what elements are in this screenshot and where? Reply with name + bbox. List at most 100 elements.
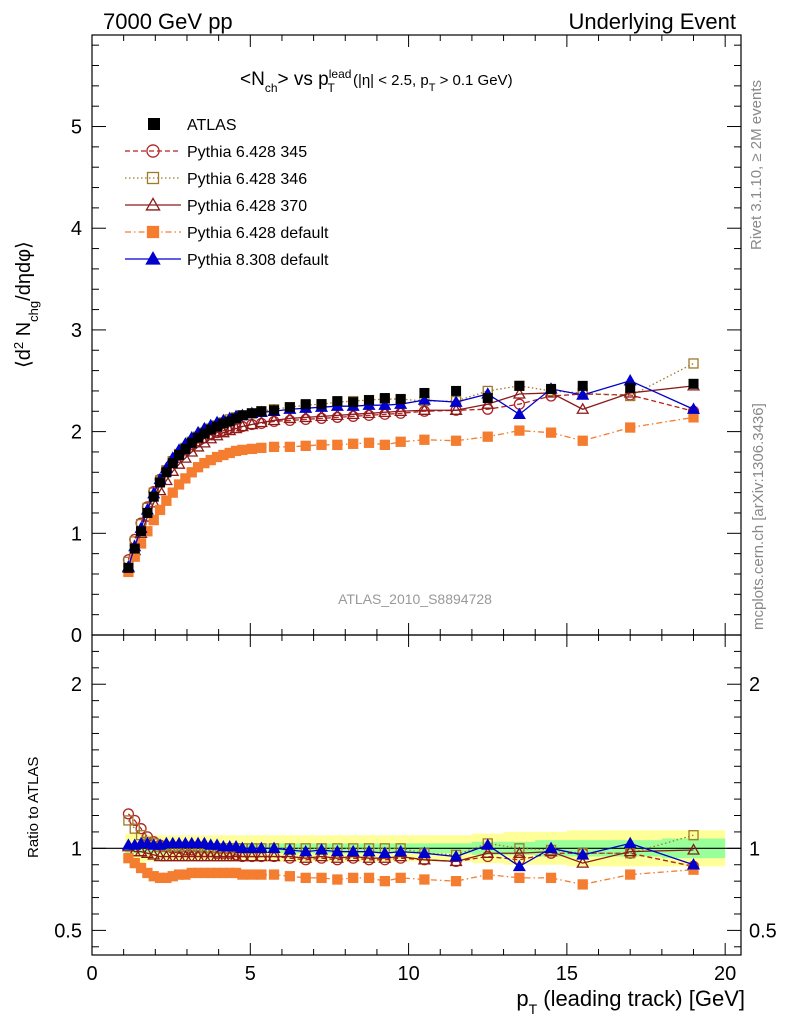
y-axis-label-main: ⟨d2 Nchg/dηdφ⟩ [11, 241, 41, 368]
x-tick-label: 20 [714, 963, 736, 985]
ratio-point [185, 849, 199, 862]
atlas-point [269, 405, 280, 416]
legend-label: Pythia 8.308 default [187, 252, 329, 269]
header-left: 7000 GeV pp [103, 9, 233, 34]
series-point [161, 495, 172, 506]
ratio-point [450, 876, 462, 887]
series-point [417, 393, 431, 405]
legend-entry: Pythia 6.428 346 [125, 171, 307, 188]
atlas-point [546, 383, 557, 394]
legend-entry: Pythia 6.428 370 [125, 197, 307, 215]
atlas-point [193, 432, 204, 443]
ratio-point [332, 874, 343, 885]
atlas-point [348, 397, 359, 408]
ratio-panel: 0 5 10 15 200.5 0.51 12 2 [54, 35, 777, 985]
atlas-point [224, 416, 235, 427]
ratio-point [299, 844, 313, 857]
ratio-point [216, 849, 230, 862]
atlas-point [218, 418, 229, 429]
ratio-point [417, 846, 431, 858]
series-point [577, 435, 588, 446]
y-tick-label: 4 [71, 218, 82, 240]
ratio-point [315, 843, 329, 855]
legend-label: Pythia 6.428 default [187, 225, 329, 242]
atlas-point [316, 399, 327, 410]
series-point [284, 441, 296, 453]
ratio-point [576, 856, 590, 868]
series-point [346, 407, 360, 420]
atlas-point [123, 562, 134, 573]
ratio-point [283, 843, 297, 855]
ratio-point [159, 849, 173, 862]
atlas-point [246, 408, 257, 419]
ratio-point [514, 872, 525, 884]
ratio-point [299, 851, 313, 863]
series-point [148, 514, 159, 526]
y-axis-label-ratio: Ratio to ATLAS [25, 757, 42, 858]
series-point [167, 487, 178, 498]
atlas-point [379, 393, 390, 404]
series-line-4 [127, 380, 694, 568]
ratio-point [394, 844, 408, 857]
atlas-point [514, 380, 525, 391]
series-line-3 [127, 416, 694, 573]
ratio-y-tick-label-right: 2 [749, 674, 760, 696]
ratio-point [166, 849, 180, 862]
legend-marker [148, 118, 160, 130]
series-point [394, 404, 408, 416]
ratio-point [204, 849, 218, 862]
atlas-point [167, 458, 178, 469]
series-line-2 [127, 385, 694, 569]
ratio-point [128, 844, 142, 857]
ratio-point [348, 872, 359, 884]
series-point [576, 388, 590, 400]
ratio-point [122, 808, 135, 820]
series-point [237, 444, 248, 456]
ratio-point [237, 869, 248, 880]
series-point [246, 443, 258, 455]
atlas-point [482, 393, 493, 404]
atlas-point [161, 467, 172, 478]
series-point [512, 387, 526, 399]
ratio-point [330, 844, 344, 857]
ratio-point [254, 849, 268, 862]
legend-label: ATLAS [187, 117, 237, 134]
ratio-point [346, 844, 360, 857]
atlas-point [419, 387, 430, 398]
legend-label: Pythia 6.428 346 [187, 171, 307, 188]
series-point [688, 358, 699, 369]
series-point [418, 405, 431, 417]
atlas-point [284, 402, 295, 413]
atlas-point [155, 477, 166, 488]
atlas-point [186, 437, 197, 448]
ratio-point [481, 838, 495, 850]
series-point [210, 428, 224, 441]
series-point [419, 434, 430, 445]
series-point [330, 408, 344, 421]
series-point [245, 417, 259, 430]
series-point [378, 398, 392, 410]
x-axis-label: pT (leading track) [GeV] [516, 986, 745, 1017]
atlas-point [451, 385, 462, 396]
series-point [180, 473, 191, 484]
atlas-point [129, 543, 140, 554]
atlas-point [231, 413, 242, 424]
series-point [173, 479, 185, 490]
ratio-point [625, 869, 636, 880]
series-point [256, 442, 267, 454]
ratio-y-tick-label-right: 0.5 [749, 920, 777, 942]
main-panel: 0 1 2 3 4 5 [71, 34, 742, 647]
header-right: Underlying Event [568, 9, 736, 34]
ratio-point [268, 869, 280, 880]
ratio-point [197, 849, 211, 862]
atlas-point [212, 421, 223, 432]
series-point [267, 413, 281, 426]
series-point [300, 440, 311, 451]
analysis-watermark: ATLAS_2010_S8894728 [338, 591, 492, 607]
ratio-point [449, 849, 463, 862]
series-point [235, 419, 249, 432]
series-point [315, 409, 329, 422]
ratio-point [316, 872, 327, 884]
plot-title: <Nch> vs plead T (|η| < 2.5, pT > 0.1 GeV… [240, 67, 513, 95]
ratio-point [153, 849, 167, 862]
